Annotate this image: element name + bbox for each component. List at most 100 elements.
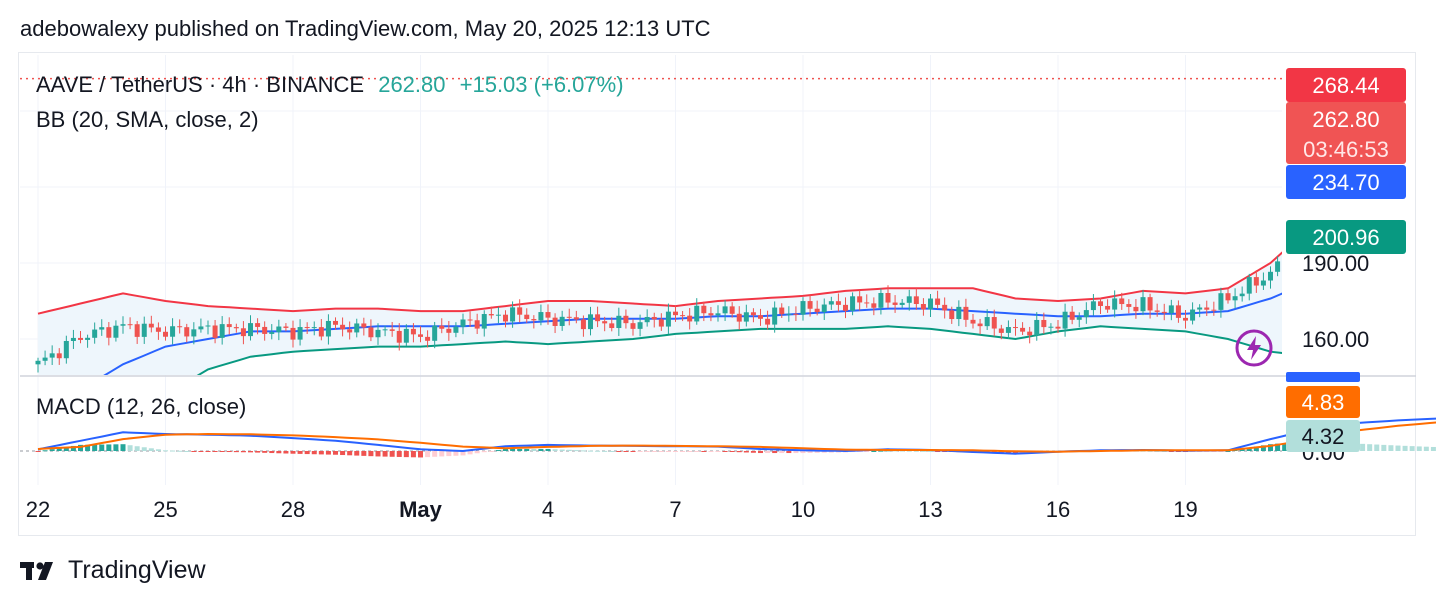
time-tick-label: 4	[542, 497, 554, 522]
symbol-legend[interactable]: AAVE / TetherUS · 4h · BINANCE 262.80 +1…	[36, 72, 624, 98]
candle-body	[453, 326, 459, 333]
macd-histogram-bar	[325, 451, 331, 455]
candle-body	[283, 326, 289, 328]
macd-histogram-bar	[418, 451, 423, 458]
candle-body	[1140, 297, 1146, 312]
candle-body	[906, 296, 912, 303]
candle-body	[949, 310, 955, 320]
macd-histogram-bar	[106, 444, 112, 451]
lightning-bolt-icon[interactable]	[1234, 328, 1274, 368]
candle-body	[673, 311, 678, 316]
bb-legend[interactable]: BB (20, SMA, close, 2)	[36, 107, 259, 132]
macd-histogram-bar	[531, 448, 537, 451]
candle-body	[1013, 327, 1018, 329]
macd-histogram-bar	[786, 451, 792, 454]
candle-body	[1410, 196, 1415, 205]
macd-histogram-bar	[807, 451, 813, 453]
macd-histogram-bar	[1402, 445, 1408, 451]
candle-body	[1020, 327, 1026, 332]
candle-body	[290, 327, 296, 340]
macd-histogram-bar	[120, 444, 126, 451]
macd-histogram-bar	[205, 451, 211, 452]
candle-body	[1076, 317, 1082, 320]
candle-body	[340, 324, 346, 330]
candle-body	[163, 331, 168, 337]
macd-histogram-bar	[743, 451, 749, 453]
candle-body	[694, 305, 700, 322]
candle-body	[120, 324, 126, 326]
candle-body	[807, 301, 813, 309]
macd-histogram-bar	[495, 450, 501, 452]
candle-body	[1431, 186, 1436, 199]
macd-histogram-bar	[1388, 445, 1394, 451]
candle-body	[1381, 206, 1386, 207]
macd-histogram-bar	[1218, 451, 1224, 452]
macd-histogram-bar	[871, 451, 877, 452]
macd-histogram-bar	[460, 451, 466, 456]
candle-body	[687, 315, 693, 322]
candle-body	[1083, 310, 1089, 318]
macd-legend[interactable]: MACD (12, 26, close)	[36, 394, 247, 419]
macd-pane	[20, 417, 1436, 458]
macd-histogram-bar	[35, 451, 41, 452]
candle-body	[609, 323, 615, 329]
macd-histogram-bar	[269, 451, 275, 454]
macd-histogram-bar	[616, 451, 622, 452]
macd-histogram-bar	[148, 448, 154, 451]
candle-body	[35, 360, 41, 365]
candle-body	[1211, 309, 1217, 311]
macd-histogram-bar	[347, 451, 353, 456]
candle-body	[892, 302, 898, 305]
macd-value-badge-partial	[1286, 372, 1360, 382]
macd-histogram-bar	[439, 451, 445, 457]
candle-body	[963, 306, 969, 320]
candle-body	[1105, 305, 1111, 310]
candle-body	[439, 325, 445, 329]
candle-body	[177, 326, 183, 328]
macd-histogram-bar	[623, 451, 629, 452]
macd-histogram-bar	[658, 451, 664, 452]
macd-histogram-bar	[708, 451, 714, 452]
macd-histogram-bar	[821, 451, 827, 453]
candle-body	[630, 323, 636, 329]
macd-histogram-bar	[665, 451, 671, 452]
publisher-header: adebowalexy published on TradingView.com…	[20, 16, 711, 41]
macd-histogram-bar	[283, 451, 289, 454]
candle-body	[524, 314, 530, 320]
candle-body	[573, 317, 579, 320]
tradingview-footer[interactable]: TradingView	[20, 556, 206, 585]
candle-body	[1005, 327, 1011, 333]
macd-histogram-bar	[56, 448, 62, 451]
price-label-value: 268.44	[1312, 73, 1379, 98]
candle-body	[1175, 305, 1181, 318]
candle-body	[998, 328, 1004, 333]
candle-body	[588, 314, 593, 330]
candle-body	[226, 324, 232, 328]
price-label-badge	[1286, 102, 1406, 164]
candle-body	[85, 337, 91, 340]
candle-body	[106, 327, 112, 338]
signal-line	[37, 421, 1436, 453]
macd-histogram-bar	[311, 451, 317, 455]
candle-body	[1253, 277, 1259, 286]
macd-histogram-bar	[1423, 446, 1429, 451]
macd-histogram-bar	[1409, 446, 1415, 451]
candle-body	[878, 293, 884, 308]
macd-histogram-bar	[1367, 444, 1373, 451]
candle-body	[1055, 326, 1061, 329]
macd-histogram-bar	[857, 451, 863, 452]
macd-histogram-bar	[595, 450, 601, 452]
candle-body	[885, 293, 891, 303]
candle-body	[580, 319, 586, 330]
candle-body	[1034, 319, 1040, 336]
candle-body	[828, 301, 834, 305]
candle-body	[871, 303, 877, 308]
macd-histogram-bar	[828, 451, 834, 453]
macd-histogram-bar	[510, 448, 516, 451]
price-label-value: 234.70	[1312, 170, 1379, 195]
candle-body	[1090, 301, 1096, 311]
candle-body	[722, 306, 728, 314]
macd-histogram-bar	[736, 451, 742, 453]
candle-body	[1062, 311, 1068, 329]
